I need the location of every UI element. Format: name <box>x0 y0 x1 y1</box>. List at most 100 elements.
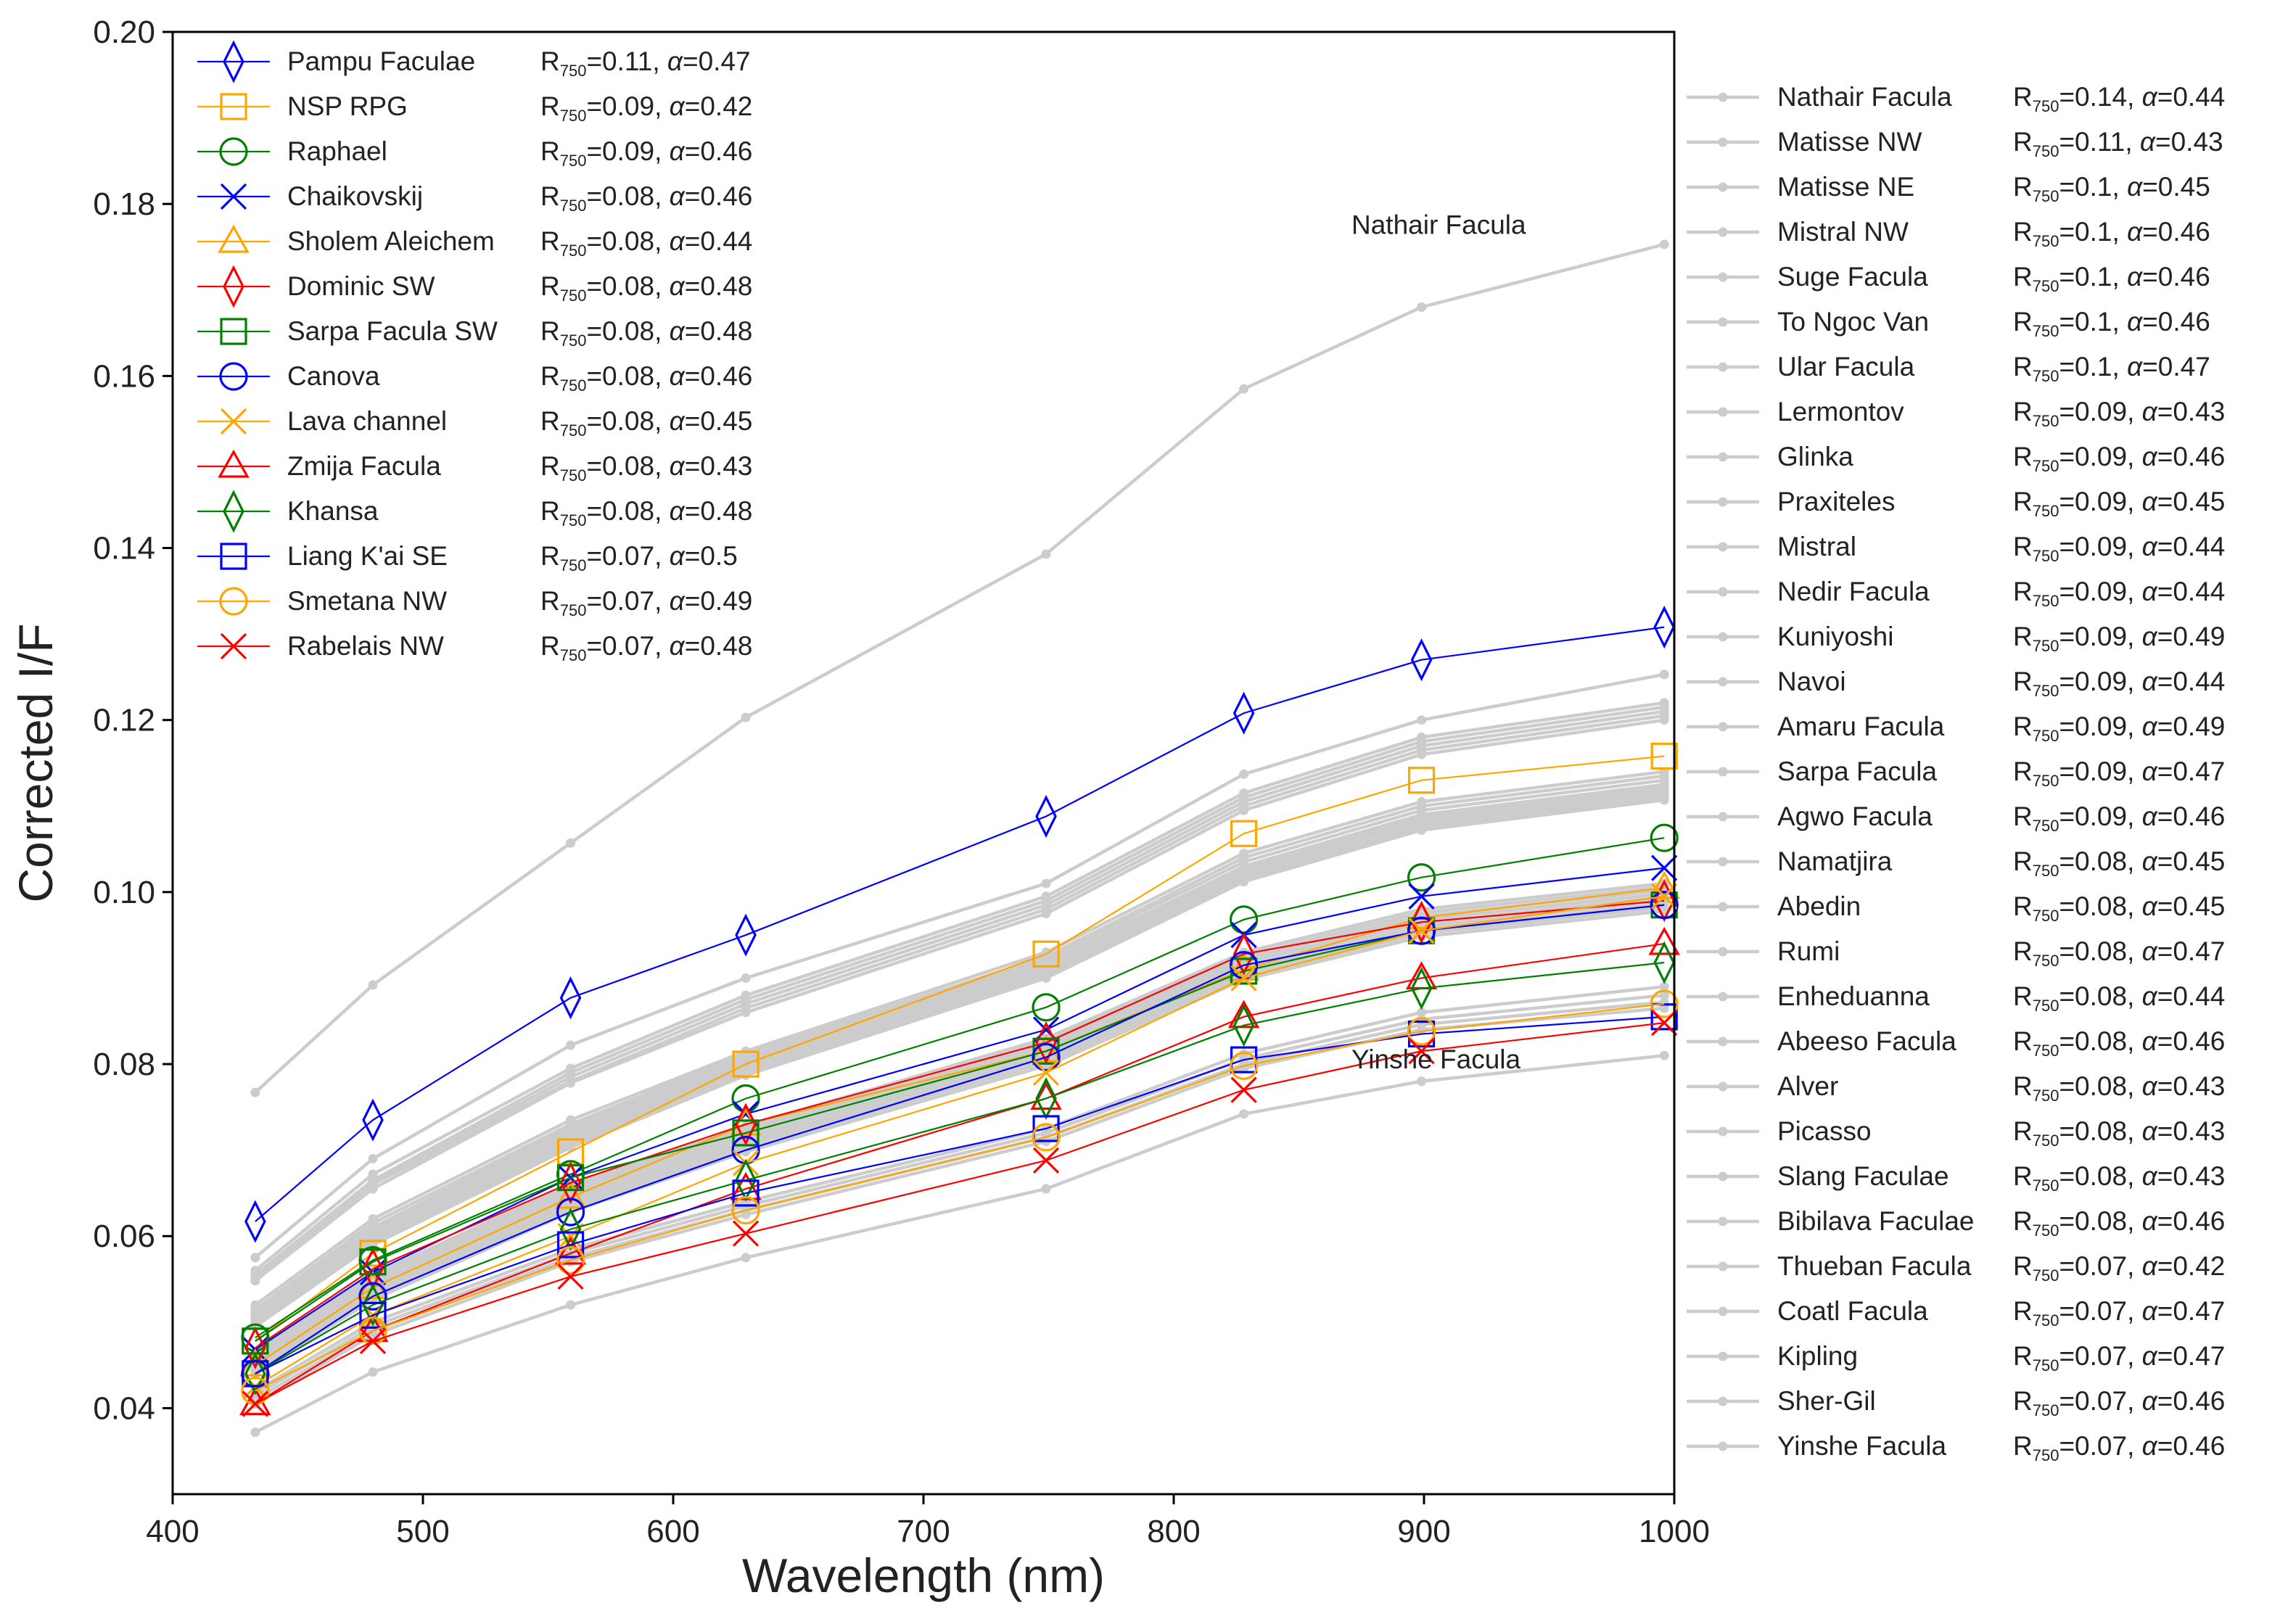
series-marker <box>1648 926 1680 955</box>
annotations: Nathair Facula Yinshe Facula <box>1351 210 1526 1074</box>
legend-name: Amaru Facula <box>1777 712 1945 741</box>
legend-marker <box>1718 182 1728 192</box>
legend-params: R750=0.08, α=0.43 <box>540 451 752 485</box>
series-line <box>255 1002 1665 1392</box>
gray-series-point <box>1239 877 1249 887</box>
legend-params: R750=0.09, α=0.47 <box>2013 757 2225 790</box>
legend-marker <box>220 93 247 120</box>
legend-params: R750=0.1, α=0.45 <box>2013 172 2210 205</box>
series-line <box>255 837 1665 1339</box>
gray-series-line <box>254 783 1665 1315</box>
legend-params: R750=0.08, α=0.46 <box>2013 1026 2225 1060</box>
legend-marker <box>220 543 247 570</box>
y-tick-label: 0.14 <box>93 531 155 566</box>
series-marker <box>1407 863 1436 892</box>
gray-series-point <box>1041 909 1051 919</box>
legend-marker <box>1718 1036 1728 1047</box>
annotation-label: Yinshe Facula <box>1351 1044 1521 1074</box>
legend-params: R750=0.08, α=0.47 <box>2013 936 2225 970</box>
legend-gray: Nathair Facula R750=0.14, α=0.44 Matisse N… <box>1687 82 2225 1464</box>
gray-series-line <box>254 774 1665 1311</box>
gray-series-point <box>1659 1050 1669 1060</box>
legend-marker <box>1718 587 1728 597</box>
gray-series-point <box>741 712 751 722</box>
series-marker <box>732 1119 760 1147</box>
gray-series-point <box>566 1078 576 1088</box>
legend-marker <box>218 449 250 478</box>
legend-colored: Pampu Faculae R750=0.11, α=0.47 NSP RPG R75… <box>197 40 752 664</box>
legend-params: R750=0.1, α=0.46 <box>2013 307 2210 340</box>
series-line <box>255 886 1665 1367</box>
legend-marker <box>220 408 247 435</box>
gray-series-point <box>1239 805 1249 815</box>
gray-series-point <box>368 1367 378 1377</box>
y-tick-label: 0.20 <box>93 15 155 50</box>
series-marker <box>1410 967 1433 1010</box>
x-tick-label: 700 <box>897 1514 950 1549</box>
legend-marker <box>1718 632 1728 642</box>
legend-params: R750=0.09, α=0.44 <box>2013 532 2225 565</box>
legend-params: R750=0.09, α=0.44 <box>2013 667 2225 700</box>
gray-series-point <box>1417 302 1427 312</box>
gray-series-point <box>741 1210 751 1220</box>
gray-series-point <box>1659 981 1669 992</box>
gray-series-line <box>254 796 1665 1326</box>
legend-marker <box>1718 227 1728 237</box>
gray-series-line <box>254 770 1665 1306</box>
legend-params: R750=0.08, α=0.44 <box>2013 981 2225 1015</box>
gray-series-line <box>254 714 1665 1281</box>
series-marker <box>244 1200 266 1243</box>
series-marker <box>1407 916 1436 945</box>
y-tick-label: 0.16 <box>93 358 155 394</box>
legend-params: R750=0.08, α=0.43 <box>2013 1116 2225 1150</box>
gray-series-point <box>1239 1109 1249 1119</box>
series-marker <box>358 1282 387 1311</box>
series-marker <box>1035 794 1057 838</box>
gray-series-line <box>254 1053 1665 1434</box>
legend-name: Praxiteles <box>1777 487 1895 516</box>
gray-series-line <box>254 798 1665 1328</box>
legend-marker <box>1718 542 1728 552</box>
legend-name: Ular Facula <box>1777 352 1915 382</box>
gray-series-point <box>566 1040 576 1050</box>
legend-marker <box>1718 1081 1728 1092</box>
legend-params: R750=0.11, α=0.47 <box>540 46 751 80</box>
y-tick-label: 0.08 <box>93 1047 155 1082</box>
gray-series-point <box>566 1300 576 1310</box>
gray-series-line <box>254 885 1665 1356</box>
legend-params: R750=0.09, α=0.46 <box>540 136 752 170</box>
gray-series-line <box>254 718 1665 1282</box>
series-marker <box>1653 606 1675 649</box>
legend-marker <box>1718 722 1728 732</box>
series-marker <box>1230 965 1257 992</box>
gray-series-point <box>1659 1003 1669 1013</box>
legend-params: R750=0.1, α=0.47 <box>2013 352 2210 385</box>
legend-params: R750=0.1, α=0.46 <box>2013 217 2210 250</box>
gray-series-line <box>254 993 1665 1397</box>
series-marker <box>1032 993 1061 1022</box>
gray-series-line <box>254 701 1665 1272</box>
legend-marker <box>1718 92 1728 102</box>
legend-params: R750=0.1, α=0.46 <box>2013 262 2210 295</box>
legend-params: R750=0.09, α=0.46 <box>2013 801 2225 835</box>
series-marker <box>1232 1004 1255 1047</box>
gray-series-line <box>254 899 1665 1367</box>
series-marker <box>732 1050 760 1078</box>
gray-series-line <box>254 785 1665 1317</box>
legend-name: NSP RPG <box>287 91 408 121</box>
legend-params: R750=0.09, α=0.44 <box>2013 577 2225 610</box>
legend-marker <box>1718 317 1728 327</box>
gray-series-point <box>1659 990 1669 1000</box>
legend-name: Coatl Facula <box>1777 1296 1928 1326</box>
legend-name: Sholem Aleichem <box>287 226 495 256</box>
series-marker <box>359 1248 387 1276</box>
legend-marker <box>223 490 244 533</box>
series-marker <box>362 1283 384 1327</box>
series-marker <box>1410 638 1433 682</box>
legend-name: Enheduanna <box>1777 981 1930 1011</box>
legend-name: Dominic SW <box>287 271 435 301</box>
x-tick-label: 900 <box>1397 1514 1450 1549</box>
legend-name: Bibilava Faculae <box>1777 1206 1974 1236</box>
series-line <box>255 867 1665 1351</box>
legend-name: Sarpa Facula SW <box>287 316 498 346</box>
